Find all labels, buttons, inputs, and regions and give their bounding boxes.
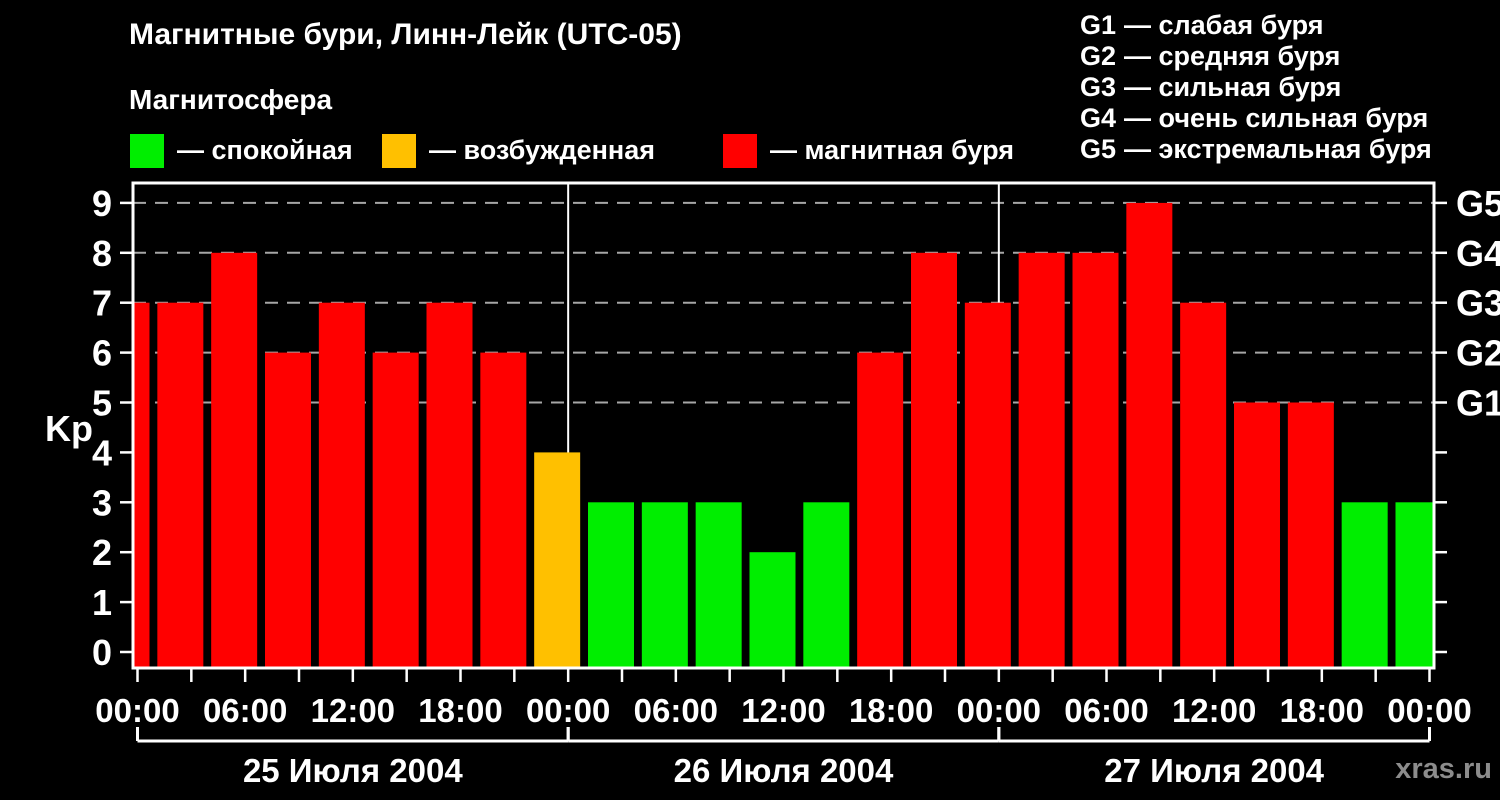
right-axis-label-G3: G3 [1456, 283, 1500, 324]
time-label-h66: 18:00 [1280, 692, 1364, 729]
y-tick-label-6: 6 [92, 333, 112, 374]
storm-scale-row-g1: G1— слабая буря [1080, 10, 1432, 41]
kp-bar-hour-18 [426, 302, 473, 668]
y-tick-label-0: 0 [92, 632, 112, 673]
time-label-h72: 00:00 [1387, 692, 1471, 729]
kp-bar-hour-30 [641, 502, 688, 668]
y-tick-label-2: 2 [92, 532, 112, 573]
kp-bar-hour-3 [157, 302, 204, 668]
y-axis-left: 0 1 2 3 4 5 6 7 8 9 [92, 183, 133, 673]
g5-level: G5 [1080, 134, 1117, 164]
page-title: Магнитные бури, Линн-Лейк (UTC-05) [129, 18, 682, 51]
date-label-2: 27 Июля 2004 [1104, 752, 1324, 789]
kp-bars [134, 202, 1433, 668]
legend-label-storm: — магнитная буря [770, 135, 1014, 165]
legend-label-excited: — возбужденная [429, 135, 655, 165]
kp-bar-hour-24 [534, 452, 581, 668]
storm-scale-row-g5: G5— экстремальная буря [1080, 134, 1432, 165]
g2-level: G2 [1080, 41, 1117, 71]
g5-label: — экстремальная буря [1124, 134, 1432, 164]
kp-bar-hour-27 [588, 502, 634, 668]
kp-bar-hour-63 [1234, 402, 1280, 668]
storm-scale-row-g4: G4— очень сильная буря [1080, 103, 1432, 134]
y-tick-label-4: 4 [92, 432, 112, 473]
kp-bar-hour-39 [803, 502, 850, 668]
kp-bar-hour-42 [857, 352, 904, 668]
y-tick-label-5: 5 [92, 383, 112, 424]
legend-item-excited: — возбужденная [382, 133, 655, 168]
y-tick-label-1: 1 [92, 582, 112, 623]
date-label-0: 25 Июля 2004 [243, 752, 463, 789]
kp-bar-hour-0 [134, 302, 150, 668]
legend-label-calm: — спокойная [177, 135, 353, 165]
g2-label: — средняя буря [1124, 41, 1341, 71]
x-axis: 00:00 06:00 12:00 18:00 00:00 06:00 12:00 18:00… [95, 668, 1472, 729]
y-tick-label-7: 7 [92, 283, 112, 324]
time-label-h6: 06:00 [203, 692, 287, 729]
kp-bar-hour-72 [1395, 502, 1433, 668]
legend-item-storm: — магнитная буря [723, 133, 1014, 168]
kp-bar-hour-36 [749, 552, 796, 668]
watermark: xras.ru [1395, 753, 1492, 785]
y-tick-label-8: 8 [92, 233, 112, 274]
date-label-1: 26 Июля 2004 [674, 752, 894, 789]
kp-bar-hour-6 [211, 252, 258, 668]
kp-bar-hour-60 [1180, 302, 1227, 668]
kp-bar-hour-54 [1072, 252, 1119, 668]
kp-bar-hour-51 [1018, 252, 1065, 668]
legend-item-calm: — спокойная [130, 133, 353, 168]
right-axis-label-G4: G4 [1456, 233, 1500, 274]
kp-bar-hour-33 [695, 502, 742, 668]
y-axis-right: G1 G2 G3 G4 G5 [1434, 183, 1500, 654]
time-label-h0: 00:00 [95, 692, 179, 729]
time-label-h36: 12:00 [741, 692, 825, 729]
kp-bar-hour-15 [372, 352, 419, 668]
calm-color-swatch [130, 133, 164, 168]
kp-bar-hour-21 [480, 352, 527, 668]
kp-bar-hour-57 [1126, 202, 1173, 668]
day-brackets: 25 Июля 2004 26 Июля 2004 27 Июля 2004 [136, 727, 1431, 789]
right-axis-label-G5: G5 [1456, 183, 1500, 224]
g4-label: — очень сильная буря [1124, 103, 1429, 133]
g4-level: G4 [1080, 103, 1117, 133]
storm-scale-row-g2: G2— средняя буря [1080, 41, 1432, 72]
g1-level: G1 [1080, 10, 1117, 40]
time-label-h12: 12:00 [311, 692, 395, 729]
storm-scale-legend: G1— слабая буря G2— средняя буря G3— сил… [1080, 10, 1432, 165]
time-label-h30: 06:00 [634, 692, 718, 729]
storm-scale-row-g3: G3— сильная буря [1080, 72, 1432, 103]
g3-label: — сильная буря [1124, 72, 1342, 102]
kp-bar-hour-66 [1287, 402, 1334, 668]
kp-bar-hour-69 [1341, 502, 1388, 668]
time-label-h18: 18:00 [418, 692, 502, 729]
g3-level: G3 [1080, 72, 1117, 102]
time-label-h54: 06:00 [1064, 692, 1148, 729]
y-tick-label-9: 9 [92, 183, 112, 224]
kp-bar-hour-45 [911, 252, 957, 668]
kp-bar-hour-12 [318, 302, 365, 668]
kp-bar-hour-9 [265, 352, 311, 668]
y-axis-title: Kp [45, 408, 93, 449]
chart-subtitle: Магнитосфера [129, 84, 333, 115]
time-label-h24: 00:00 [526, 692, 610, 729]
right-axis-label-G2: G2 [1456, 333, 1500, 374]
storm-color-swatch [723, 133, 757, 168]
kp-bar-hour-48 [964, 302, 1011, 668]
time-label-h60: 12:00 [1172, 692, 1256, 729]
g1-label: — слабая буря [1124, 10, 1324, 40]
time-label-h42: 18:00 [849, 692, 933, 729]
excited-color-swatch [382, 133, 416, 168]
y-tick-label-3: 3 [92, 482, 112, 523]
time-label-h48: 00:00 [957, 692, 1041, 729]
right-axis-label-G1: G1 [1456, 383, 1500, 424]
